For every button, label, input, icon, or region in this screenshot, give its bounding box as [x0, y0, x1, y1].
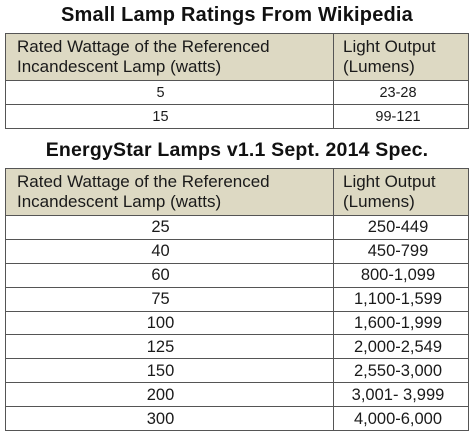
table-row: 75 1,100-1,599 — [5, 286, 469, 312]
energystar-lamps-table: Rated Wattage of the Referenced Incandes… — [5, 168, 469, 432]
header-rated-wattage-line2: Incandescent Lamp (watts) — [17, 192, 222, 211]
lumens-cell: 4,000-6,000 — [333, 406, 469, 432]
lumens-cell: 1,600-1,999 — [333, 310, 469, 336]
lumens-cell: 2,000-2,549 — [333, 334, 469, 360]
table-header-row: Rated Wattage of the Referenced Incandes… — [5, 168, 469, 216]
header-rated-wattage: Rated Wattage of the Referenced Incandes… — [5, 33, 334, 81]
table-row: 125 2,000-2,549 — [5, 334, 469, 360]
table-row: 40 450-799 — [5, 238, 469, 264]
wattage-cell: 150 — [5, 358, 334, 384]
table-header-row: Rated Wattage of the Referenced Incandes… — [5, 33, 469, 81]
table2-title: EnergyStar Lamps v1.1 Sept. 2014 Spec. — [45, 139, 429, 161]
lumens-cell: 99-121 — [333, 104, 469, 129]
table-row: 100 1,600-1,999 — [5, 310, 469, 336]
header-light-output-line1: Light Output — [343, 37, 436, 56]
lumens-cell: 450-799 — [333, 238, 469, 264]
lumens-cell: 3,001- 3,999 — [333, 382, 469, 408]
lumens-cell: 2,550-3,000 — [333, 358, 469, 384]
header-light-output: Light Output (Lumens) — [333, 168, 469, 216]
table1-title: Small Lamp Ratings From Wikipedia — [60, 4, 414, 26]
table-row: 300 4,000-6,000 — [5, 406, 469, 432]
table-row: 150 2,550-3,000 — [5, 358, 469, 384]
wattage-cell: 75 — [5, 286, 334, 312]
header-light-output-line1: Light Output — [343, 172, 436, 191]
header-rated-wattage-line2: Incandescent Lamp (watts) — [17, 57, 222, 76]
wattage-cell: 40 — [5, 238, 334, 264]
lumens-cell: 23-28 — [333, 80, 469, 105]
header-light-output-line2: (Lumens) — [343, 57, 415, 76]
lumens-cell: 1,100-1,599 — [333, 286, 469, 312]
wattage-cell: 5 — [5, 80, 334, 105]
small-lamp-ratings-table: Rated Wattage of the Referenced Incandes… — [5, 33, 469, 129]
table-row: 200 3,001- 3,999 — [5, 382, 469, 408]
header-light-output: Light Output (Lumens) — [333, 33, 469, 81]
wattage-cell: 200 — [5, 382, 334, 408]
wattage-cell: 15 — [5, 104, 334, 129]
wattage-cell: 25 — [5, 215, 334, 240]
table-row: 25 250-449 — [5, 215, 469, 240]
header-rated-wattage-line1: Rated Wattage of the Referenced — [17, 37, 270, 56]
lumens-cell: 250-449 — [333, 215, 469, 240]
header-rated-wattage-line1: Rated Wattage of the Referenced — [17, 172, 270, 191]
header-light-output-line2: (Lumens) — [343, 192, 415, 211]
table-row: 60 800-1,099 — [5, 262, 469, 288]
lumens-cell: 800-1,099 — [333, 262, 469, 288]
wattage-cell: 125 — [5, 334, 334, 360]
header-rated-wattage: Rated Wattage of the Referenced Incandes… — [5, 168, 334, 216]
wattage-cell: 100 — [5, 310, 334, 336]
wattage-cell: 300 — [5, 406, 334, 432]
table-row: 15 99-121 — [5, 104, 469, 129]
table-row: 5 23-28 — [5, 80, 469, 105]
wattage-cell: 60 — [5, 262, 334, 288]
